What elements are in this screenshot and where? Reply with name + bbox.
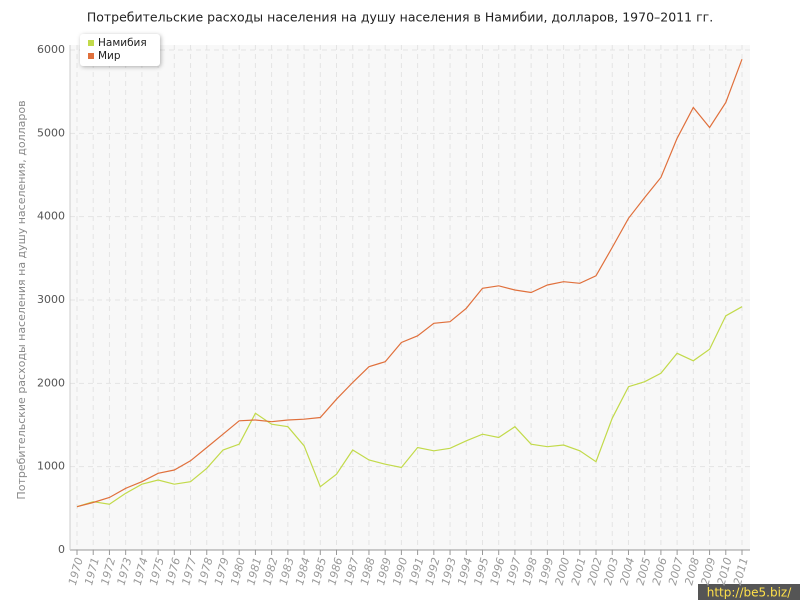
y-tick-label: 1000 — [37, 460, 65, 473]
legend-swatch — [88, 53, 94, 59]
y-tick-label: 0 — [58, 543, 65, 556]
series-line — [76, 306, 743, 508]
series-line — [76, 58, 743, 508]
watermark-bg — [698, 584, 800, 600]
y-axis-label: Потребительские расходы населения на душ… — [15, 100, 28, 499]
y-tick-label: 5000 — [37, 126, 65, 139]
legend-box — [80, 34, 160, 66]
y-tick-label: 2000 — [37, 376, 65, 389]
watermark: http://be5.biz/ — [707, 586, 792, 600]
legend-label: Намибия — [98, 37, 147, 49]
chart-title: Потребительские расходы населения на душ… — [87, 10, 713, 25]
legend-label: Мир — [98, 50, 121, 62]
y-tick-label: 3000 — [37, 293, 65, 306]
plot-area — [70, 45, 750, 550]
legend-swatch — [88, 40, 94, 46]
y-tick-label: 6000 — [37, 43, 65, 56]
y-tick-label: 4000 — [37, 210, 65, 223]
